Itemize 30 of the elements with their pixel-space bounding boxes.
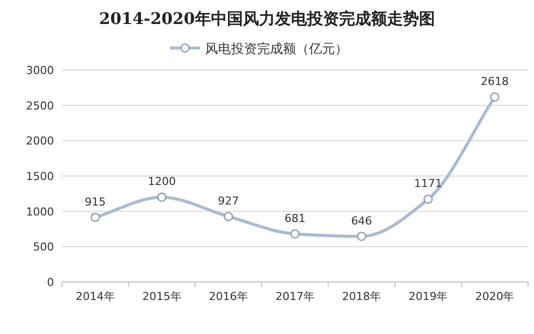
point xyxy=(224,212,234,222)
point xyxy=(356,232,366,241)
x-tick-label: 2020年 xyxy=(475,290,514,303)
data-label: 915 xyxy=(84,195,106,208)
point xyxy=(490,92,500,102)
x-tick-label: 2015年 xyxy=(142,290,182,303)
chart-title: 2014-2020年中国风力发电投资完成额走势图 xyxy=(99,9,435,28)
point xyxy=(157,192,167,202)
y-tick-label: 1000 xyxy=(26,205,54,218)
y-tick-label: 3000 xyxy=(26,64,54,77)
data-label: 1171 xyxy=(414,177,442,190)
y-tick-label: 0 xyxy=(47,276,54,289)
x-tick-label: 2019年 xyxy=(408,290,448,303)
x-tick-label: 2017年 xyxy=(276,290,314,303)
data-label: 681 xyxy=(284,212,306,225)
point xyxy=(423,194,433,204)
legend-label: 风电投资完成额（亿元） xyxy=(205,41,348,57)
data-label: 646 xyxy=(351,214,372,228)
point xyxy=(90,212,100,222)
x-tick-label: 2016年 xyxy=(208,290,248,303)
x-tick-label: 2014年 xyxy=(76,290,115,303)
y-tick-label: 2500 xyxy=(26,99,54,112)
y-tick-label: 1500 xyxy=(26,170,54,183)
y-tick-label: 500 xyxy=(33,240,54,254)
data-label: 2618 xyxy=(480,74,509,88)
y-tick-label: 2000 xyxy=(26,134,54,148)
data-label: 927 xyxy=(218,194,239,208)
point xyxy=(290,229,300,239)
data-label: 1200 xyxy=(148,175,176,188)
x-tick-label: 2018年 xyxy=(342,290,382,303)
